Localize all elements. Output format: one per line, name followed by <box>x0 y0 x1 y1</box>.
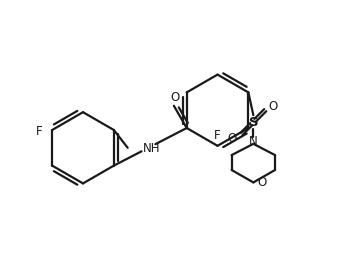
Text: NH: NH <box>143 142 160 155</box>
Text: F: F <box>36 125 42 139</box>
Text: F: F <box>214 130 221 142</box>
Text: S: S <box>249 116 258 128</box>
Text: O: O <box>170 91 179 104</box>
Text: O: O <box>269 100 278 113</box>
Text: O: O <box>258 176 267 189</box>
Text: N: N <box>249 135 258 148</box>
Text: O: O <box>228 132 237 145</box>
